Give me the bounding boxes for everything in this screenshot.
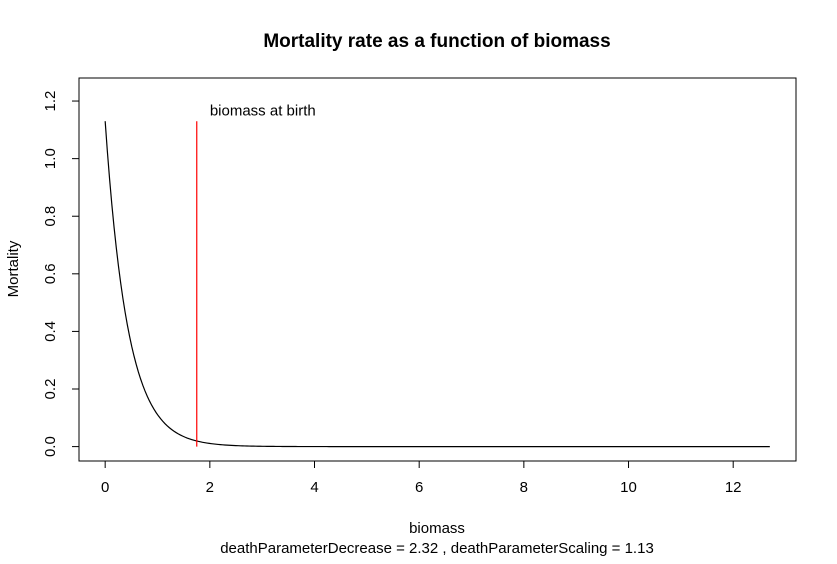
y-tick-label: 0.6 bbox=[42, 263, 59, 284]
annotation-biomass-at-birth: biomass at birth bbox=[210, 102, 316, 119]
y-axis: 0.0 0.2 0.4 0.6 0.8 1.0 1.2 bbox=[42, 91, 80, 457]
y-tick-label: 0.8 bbox=[42, 206, 59, 227]
y-tick-label: 0.2 bbox=[42, 379, 59, 400]
x-tick-label: 8 bbox=[520, 479, 528, 496]
y-tick-label: 0.0 bbox=[42, 436, 59, 457]
x-axis: 0 2 4 6 8 10 12 bbox=[101, 460, 742, 496]
x-axis-label: biomass bbox=[409, 520, 465, 537]
x-tick-label: 0 bbox=[101, 479, 109, 496]
x-tick-label: 4 bbox=[310, 479, 318, 496]
y-tick-label: 1.0 bbox=[42, 148, 59, 169]
y-tick-label: 1.2 bbox=[42, 91, 59, 112]
x-tick-label: 2 bbox=[206, 479, 214, 496]
x-tick-label: 12 bbox=[725, 479, 742, 496]
y-tick-label: 0.4 bbox=[42, 321, 59, 342]
y-axis-label: Mortality bbox=[5, 240, 22, 297]
plot-frame bbox=[78, 77, 797, 462]
mortality-curve bbox=[104, 121, 770, 448]
chart-subtitle: deathParameterDecrease = 2.32 , deathPar… bbox=[220, 540, 654, 557]
x-tick-label: 6 bbox=[415, 479, 423, 496]
plot-area: biomass at birth bbox=[104, 102, 770, 448]
chart-title: Mortality rate as a function of biomass bbox=[263, 31, 610, 52]
x-tick-label: 10 bbox=[620, 479, 637, 496]
